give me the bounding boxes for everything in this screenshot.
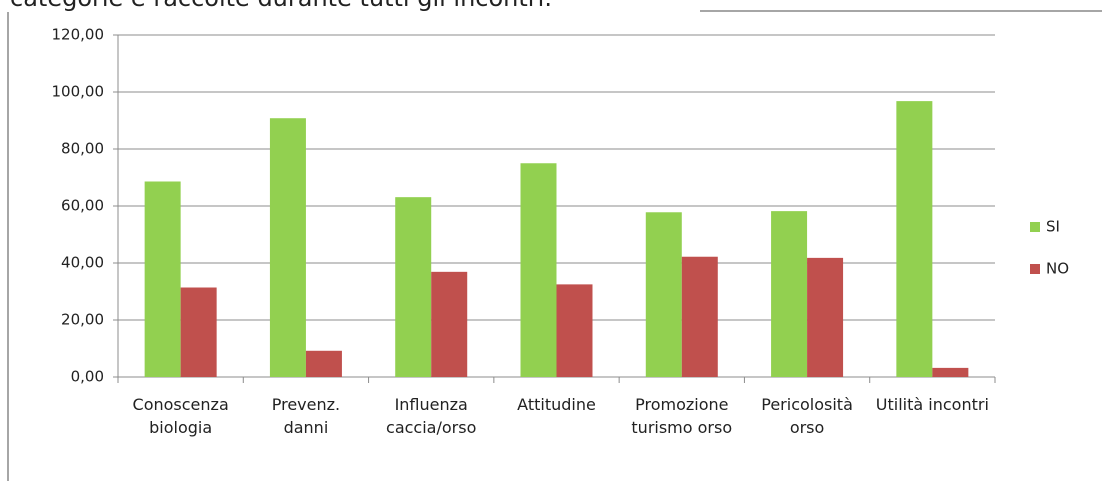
bar	[431, 271, 468, 377]
bar	[771, 211, 808, 377]
bar	[681, 256, 718, 377]
x-tick-label: Pericolosità orso	[761, 395, 853, 437]
bar	[395, 197, 432, 377]
legend-swatch	[1030, 222, 1040, 232]
y-tick-label: 120,00	[52, 26, 105, 44]
y-tick-label: 80,00	[61, 140, 104, 158]
bar	[556, 284, 593, 377]
bar	[932, 367, 969, 377]
x-tick-label: Conoscenza biologia	[132, 395, 229, 437]
y-tick-label: 40,00	[61, 254, 104, 272]
y-tick-label: 60,00	[61, 197, 104, 215]
x-tick-label: Influenza caccia/orso	[386, 395, 477, 437]
bar	[520, 163, 557, 377]
x-tick-label: Prevenz. danni	[271, 395, 341, 437]
y-tick-label: 20,00	[61, 311, 104, 329]
bar	[807, 257, 844, 377]
x-tick-label: Attitudine	[517, 395, 596, 414]
bar	[144, 181, 181, 377]
bar	[269, 118, 306, 377]
bar	[180, 287, 217, 377]
y-tick-label: 0,00	[71, 368, 104, 386]
bar	[896, 101, 933, 378]
x-tick-label: Promozione turismo orso	[631, 395, 733, 437]
legend-label: SI	[1046, 218, 1060, 236]
legend-label: NO	[1046, 260, 1069, 278]
chart-title: categorie e raccolte durante tutti gli i…	[10, 0, 552, 12]
y-tick-label: 100,00	[52, 83, 105, 101]
bar	[645, 212, 682, 377]
x-tick-label: Utilità incontri	[875, 395, 989, 414]
legend-swatch	[1030, 264, 1040, 274]
bar	[305, 350, 342, 377]
